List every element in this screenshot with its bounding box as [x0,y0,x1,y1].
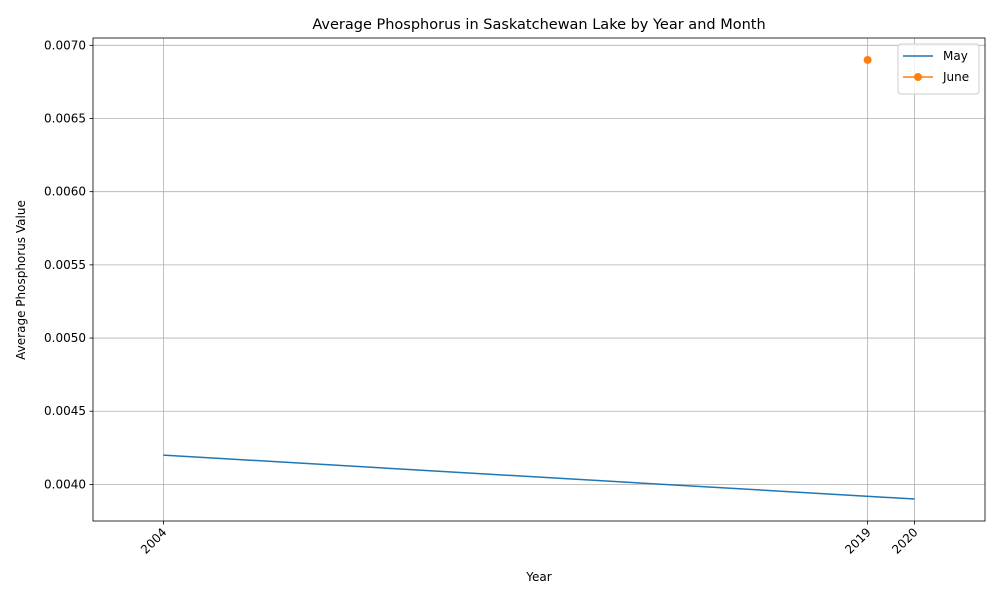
y-tick-label: 0.0060 [44,185,86,199]
chart-title: Average Phosphorus in Saskatchewan Lake … [312,17,765,33]
y-tick-label: 0.0050 [44,331,86,345]
legend-marker-june [914,73,922,81]
y-tick-label: 0.0045 [44,404,86,418]
y-tick-label: 0.0070 [44,38,86,52]
legend-label-june: June [942,70,969,84]
plot-frame [92,37,986,522]
y-tick-label: 0.0040 [44,477,86,491]
series-layer [163,55,915,500]
y-tick-label: 0.0065 [44,112,86,126]
data-point-june [863,55,872,64]
legend-label-may: May [943,49,968,63]
grid [93,38,985,521]
y-tick-label: 0.0055 [44,258,86,272]
y-axis-label: Average Phosphorus Value [14,200,28,360]
x-axis-label: Year [525,570,551,584]
legend: May June [897,43,980,95]
series-line-may [163,454,915,500]
